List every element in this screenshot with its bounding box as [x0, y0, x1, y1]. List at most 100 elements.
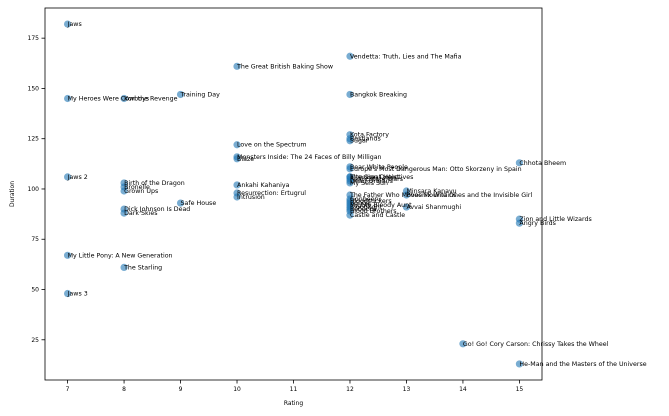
data-point — [515, 219, 524, 227]
point-label: Kon the Revenge — [124, 95, 178, 102]
point-label: My Little Pony: A New Generation — [68, 252, 173, 259]
data-point — [120, 94, 128, 103]
data-point — [176, 90, 185, 99]
data-point — [515, 159, 524, 167]
point-label: Grown Ups — [124, 188, 158, 195]
point-label: Mighty Bloody Aunt — [350, 202, 412, 209]
point-label: Love on the Spectrum — [237, 142, 307, 149]
x-tick-label: 7 — [66, 386, 70, 393]
data-point — [515, 360, 524, 368]
point-label: Bestlands — [350, 136, 381, 143]
y-tick-label: 75 — [31, 236, 39, 243]
point-label: Intrusion Detectives — [350, 174, 413, 181]
data-point — [63, 94, 72, 103]
point-label: Kota Factory — [350, 132, 389, 139]
point-label: The Great Heist — [349, 174, 400, 181]
data-point — [233, 62, 241, 70]
point-label: Intrusion — [237, 194, 265, 201]
point-label: Go! Go! Cory Carson: Chrissy Takes the W… — [463, 341, 609, 348]
point-label: Real Estate Wars — [350, 176, 403, 183]
point-label: The Starling — [123, 264, 162, 271]
x-tick-label: 13 — [403, 386, 411, 393]
point-label: Jaws 3 — [67, 291, 88, 298]
data-point — [346, 137, 354, 145]
x-tick-label: 12 — [346, 386, 354, 393]
point-label: Dick Johnson Is Dead — [124, 206, 190, 213]
point-label: My Seis Sun — [350, 180, 388, 187]
point-label: Vendetta: Truth, Lies and The Mafia — [350, 53, 462, 60]
y-tick-label: 125 — [28, 136, 40, 143]
point-label: Avvai Shanmughi — [406, 204, 461, 211]
data-point — [233, 193, 241, 201]
x-tick-label: 15 — [516, 386, 524, 393]
point-label: Rebecca — [350, 206, 377, 213]
point-label: Bloodfight — [350, 204, 383, 211]
point-label: Bonga — [350, 200, 370, 207]
y-tick-label: 50 — [31, 287, 39, 294]
x-tick-label: 8 — [122, 386, 126, 393]
point-label: Dead Orleans — [350, 178, 393, 185]
point-label: Zion and Little Wizards — [519, 216, 591, 223]
y-tick-label: 25 — [31, 337, 39, 344]
point-label: Safe House — [181, 200, 217, 207]
point-label: The Great British Baking Show — [236, 63, 333, 70]
x-tick-label: 14 — [459, 386, 467, 393]
point-label: Castle and Castle — [350, 212, 405, 219]
data-point — [402, 191, 411, 199]
data-point — [346, 90, 354, 99]
x-tick-label: 10 — [233, 386, 241, 393]
point-label: The Father Who Moves Mountains — [349, 192, 456, 199]
data-point — [402, 203, 411, 211]
point-label: Europe's Most Dangerous Man: Otto Skorze… — [350, 166, 522, 173]
point-label: Monsters Inside: The 24 Faces of Billy M… — [237, 154, 382, 161]
point-label: Resurrection: Ertugrul — [237, 190, 306, 197]
data-point — [346, 165, 354, 173]
data-point — [233, 155, 241, 163]
y-tick-label: 175 — [28, 35, 40, 42]
point-label: My Heroes Were Cowboys — [68, 95, 150, 102]
data-point — [346, 211, 354, 219]
point-label: Sugar — [350, 138, 369, 145]
point-label: Dark Skies — [124, 210, 157, 217]
y-tick-label: 100 — [28, 186, 40, 193]
point-label: Phoenix Wild Ones and the Invisible Girl — [406, 192, 532, 199]
point-label: He-Man and the Masters of the Universe — [519, 361, 646, 368]
data-point — [346, 179, 354, 187]
data-point — [63, 173, 72, 181]
y-tick-label: 150 — [28, 85, 40, 92]
point-label: Minsara Kanavu — [406, 188, 456, 195]
point-label: Blaze — [237, 156, 254, 163]
point-labels: Jaws Vendetta: Truth, Lies and The Mafia T… — [67, 21, 647, 368]
point-label: Ankahi Kahaniya — [237, 182, 290, 189]
data-point — [459, 340, 467, 348]
point-label: Gonbeeru — [350, 196, 381, 203]
data-point — [233, 141, 241, 149]
data-point — [346, 52, 354, 60]
point-label: Training Day — [180, 91, 221, 98]
x-tick-label: 11 — [290, 386, 298, 393]
point-label: Chhota Bheem — [519, 160, 566, 167]
data-points — [63, 20, 524, 368]
data-point — [63, 289, 72, 298]
data-point — [176, 199, 185, 207]
x-tick-label: 9 — [179, 386, 183, 393]
point-label: Bloodsuckers — [350, 198, 392, 205]
data-point — [63, 20, 72, 28]
y-axis-label: Duration — [9, 181, 16, 207]
point-label: Bangkok Breaking — [350, 91, 407, 98]
data-point — [63, 251, 72, 259]
point-label: Bronelle — [124, 184, 150, 191]
point-label: Angry Birds — [519, 220, 555, 227]
x-axis: 7 8 9 10 11 12 13 14 15 — [66, 380, 524, 393]
point-label: Bear White People — [350, 164, 408, 171]
point-label: Birth of the Dragon — [124, 180, 185, 187]
data-point — [233, 181, 241, 189]
data-point — [120, 187, 128, 195]
point-label: Jaws — [67, 21, 82, 28]
point-label: Blood Brothers — [350, 208, 397, 215]
data-point — [120, 209, 128, 217]
point-label: Jaws 2 — [67, 174, 88, 181]
data-point — [120, 263, 128, 271]
x-axis-label: Rating — [284, 400, 304, 407]
